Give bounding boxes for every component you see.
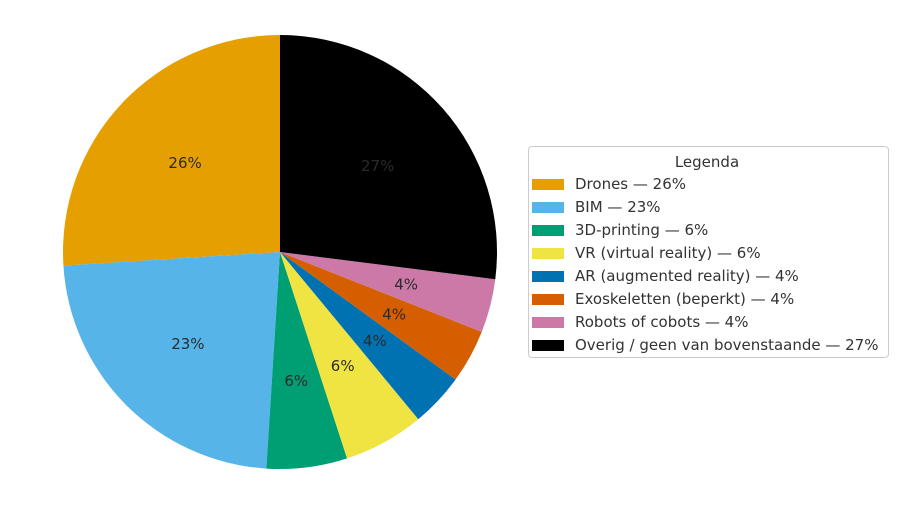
pie-percent-label: 4% — [363, 332, 387, 350]
pie-slice-3 — [280, 252, 419, 459]
legend-title: Legenda — [674, 153, 740, 171]
pie-slice-0 — [63, 35, 281, 266]
pie-percent-label: 27% — [361, 157, 394, 175]
pie-percent-label: 26% — [168, 154, 201, 172]
legend-swatch — [532, 248, 564, 259]
legend-box: Legenda Drones — 26% BIM — 23% 3D-printing… — [528, 146, 889, 358]
pie-percent-label: 4% — [394, 275, 418, 293]
legend-item-label: Drones — 26% — [575, 175, 686, 193]
legend-swatch — [532, 340, 564, 351]
legend-item-label: Overig / geen van bovenstaande — 27% — [575, 336, 879, 354]
pie-slice-4 — [280, 252, 456, 420]
legend-item: AR (augmented reality) — 4% — [532, 265, 882, 288]
pie-slice-6 — [280, 252, 496, 332]
legend-item: 3D-printing — 6% — [532, 219, 882, 242]
legend-item-label: 3D-printing — 6% — [575, 221, 709, 239]
legend-swatch — [532, 294, 564, 305]
legend-item: VR (virtual reality) — 6% — [532, 242, 882, 265]
pie-slice-7 — [280, 35, 498, 280]
legend-swatch — [532, 202, 564, 213]
legend-rows: Drones — 26% BIM — 23% 3D-printing — 6% VR … — [532, 173, 882, 357]
legend-item-label: AR (augmented reality) — 4% — [575, 267, 799, 285]
legend-item: Drones — 26% — [532, 173, 882, 196]
legend-swatch — [532, 225, 564, 236]
legend-item: Overig / geen van bovenstaande — 27% — [532, 334, 882, 357]
legend-swatch — [532, 317, 564, 328]
legend-item-label: VR (virtual reality) — 6% — [575, 244, 761, 262]
pie-percent-label: 4% — [382, 306, 406, 324]
legend-item-label: BIM — 23% — [575, 198, 661, 216]
legend-item-label: Exoskeletten (beperkt) — 4% — [575, 290, 795, 308]
pie-slice-1 — [63, 252, 281, 469]
pie-percent-label: 23% — [171, 335, 204, 353]
legend-item-label: Robots of cobots — 4% — [575, 313, 749, 331]
pie-percent-label: 6% — [331, 357, 355, 375]
pie-slice-5 — [280, 252, 482, 380]
legend-item: Exoskeletten (beperkt) — 4% — [532, 288, 882, 311]
pie-percent-label: 6% — [284, 372, 308, 390]
legend-item: BIM — 23% — [532, 196, 882, 219]
legend-item: Robots of cobots — 4% — [532, 311, 882, 334]
legend-swatch — [532, 179, 564, 190]
legend-swatch — [532, 271, 564, 282]
pie-slice-2 — [266, 252, 348, 469]
